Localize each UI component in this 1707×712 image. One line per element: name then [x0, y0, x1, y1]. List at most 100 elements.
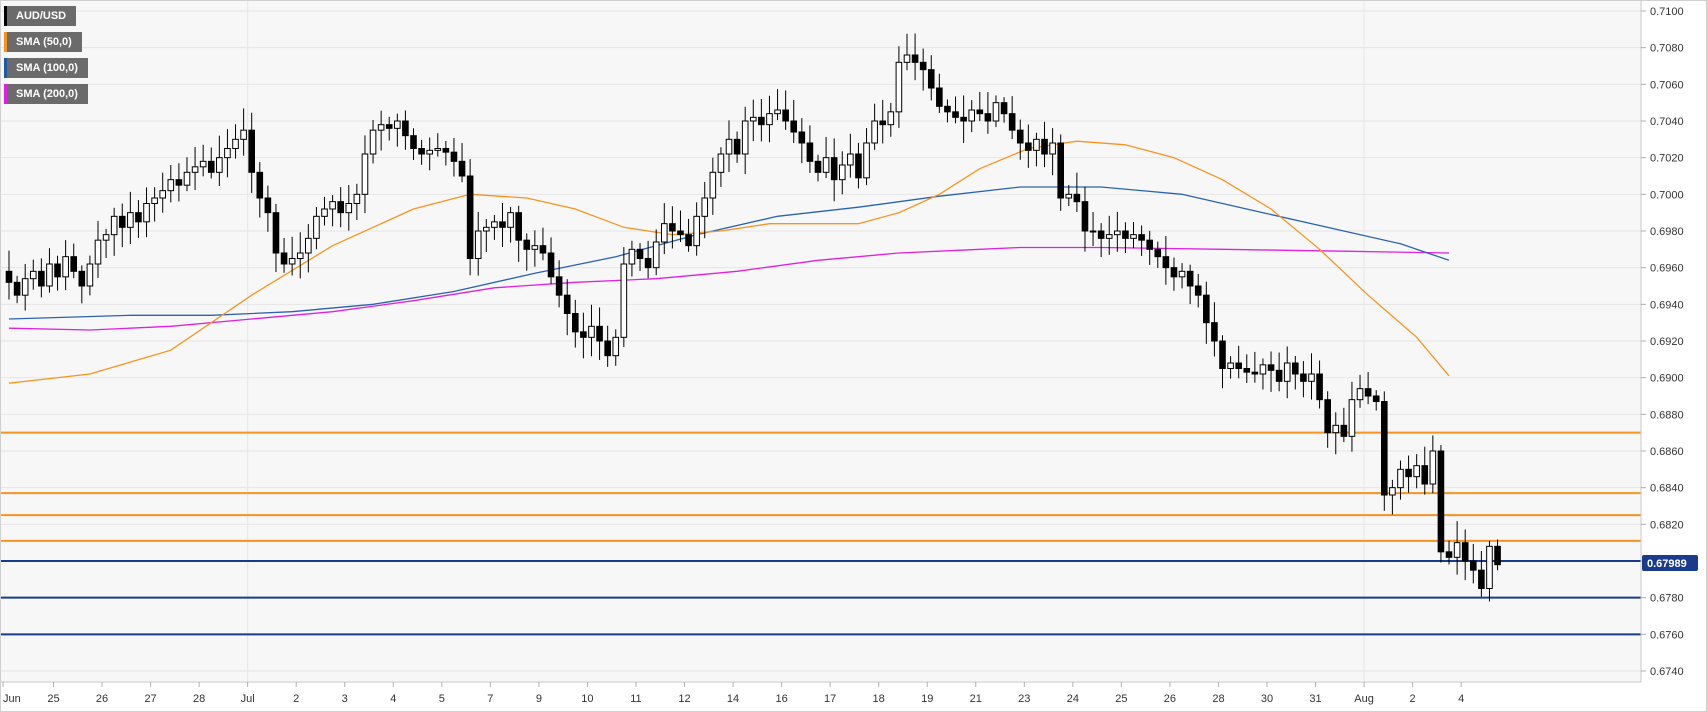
- bearish-candle: [1008, 96, 1016, 140]
- candle-body: [984, 113, 992, 122]
- candle-body: [118, 215, 126, 228]
- x-tick-label: 11: [630, 693, 641, 705]
- candle-body: [1114, 230, 1121, 236]
- candle-body: [385, 124, 393, 129]
- legend-item-sma100[interactable]: SMA (100,0): [4, 58, 88, 78]
- candle-body: [1461, 542, 1469, 562]
- candle-body: [709, 171, 717, 199]
- candle-body: [895, 61, 903, 113]
- bullish-candle: [474, 211, 482, 276]
- bearish-candle: [499, 202, 506, 248]
- bearish-candle: [1316, 360, 1323, 409]
- candle-body: [830, 157, 838, 181]
- candle-body: [1300, 373, 1307, 382]
- bullish-candle: [660, 203, 668, 255]
- y-tick-label: 0.7020: [1650, 153, 1684, 165]
- candle-body: [5, 270, 13, 283]
- bearish-candle: [806, 125, 814, 173]
- candle-body: [434, 148, 442, 151]
- candle-body: [733, 138, 741, 155]
- bearish-candle: [1170, 257, 1178, 291]
- bearish-candle: [1300, 361, 1307, 398]
- bullish-candle: [822, 136, 830, 179]
- candle-body: [782, 109, 789, 122]
- candle-body: [1097, 230, 1105, 239]
- candle-body: [968, 109, 976, 122]
- x-tick-label: 30: [1261, 693, 1273, 705]
- x-tick-label: 27: [144, 693, 156, 705]
- candle-body: [952, 111, 959, 118]
- bullish-candle: [1453, 521, 1461, 575]
- x-tick-label: 26: [96, 693, 108, 705]
- bearish-candle: [1073, 172, 1081, 212]
- candle-body: [1235, 362, 1242, 369]
- candle-body: [547, 252, 555, 278]
- candle-body: [491, 221, 498, 228]
- bearish-candle: [5, 250, 13, 300]
- candle-body: [167, 179, 175, 192]
- bearish-candle: [976, 91, 984, 122]
- candle-body: [1049, 142, 1056, 155]
- candle-body: [539, 245, 547, 254]
- x-axis: Jun 25 26 27 28 Jul 2 3 4 5 7 9 10 11 12 14 16 17 18 19 21 23…: [2, 682, 1464, 705]
- candle-body: [402, 120, 409, 137]
- candle-body: [38, 270, 45, 287]
- candle-body: [450, 151, 458, 162]
- candle-body: [216, 157, 223, 173]
- bullish-candle: [232, 124, 239, 159]
- y-tick-label: 0.7040: [1650, 116, 1684, 128]
- x-tick-label: 4: [1458, 693, 1464, 705]
- legend-item-sma200[interactable]: SMA (200,0): [4, 84, 88, 104]
- candle-body: [458, 160, 466, 177]
- candle-body: [531, 245, 539, 250]
- bearish-candle: [135, 200, 142, 238]
- bullish-candle: [491, 214, 498, 240]
- candle-body: [1283, 362, 1291, 382]
- candle-body: [86, 263, 94, 287]
- x-tick-label: 17: [824, 693, 836, 705]
- legend-item-audusd[interactable]: AUD/USD: [4, 6, 77, 26]
- candle-body: [1000, 102, 1008, 115]
- candle-body: [280, 252, 288, 265]
- candle-body: [474, 230, 482, 259]
- bearish-candle: [256, 162, 264, 218]
- bearish-candle: [1405, 455, 1412, 493]
- candle-body: [1211, 322, 1218, 342]
- x-tick-label: 28: [193, 693, 205, 705]
- candle-body: [29, 270, 37, 280]
- candle-body: [1219, 340, 1226, 369]
- bearish-candle: [337, 187, 344, 228]
- candle-body: [612, 336, 620, 357]
- x-tick-label: 28: [1212, 693, 1224, 705]
- candle-body: [1324, 399, 1331, 434]
- bullish-candle: [1429, 435, 1437, 494]
- candle-body: [369, 129, 377, 155]
- bullish-candle: [749, 99, 757, 142]
- candle-body: [911, 54, 919, 63]
- bullish-candle: [305, 224, 312, 273]
- y-tick-label: 0.6940: [1650, 299, 1684, 311]
- candle-body: [596, 325, 603, 342]
- last-price-badge-label: 0.67989: [1647, 558, 1687, 570]
- bearish-candle: [1025, 124, 1032, 168]
- candle-body: [1130, 234, 1137, 239]
- bullish-candle: [377, 110, 385, 151]
- legend-item-sma50[interactable]: SMA (50,0): [4, 32, 82, 52]
- bullish-candle: [1413, 454, 1420, 489]
- bearish-candle: [280, 237, 288, 273]
- candle-body: [143, 203, 150, 223]
- bullish-candle: [652, 229, 660, 276]
- candle-body: [919, 61, 927, 71]
- candle-body: [1486, 545, 1493, 589]
- x-tick-label: Jul: [241, 693, 255, 705]
- candle-body: [847, 153, 854, 166]
- candle-body: [1364, 388, 1372, 397]
- bullish-candle: [871, 103, 878, 150]
- x-tick-label: 2: [1410, 693, 1416, 705]
- candle-body: [1437, 450, 1445, 553]
- bearish-candle: [596, 307, 603, 360]
- candle-body: [1453, 542, 1461, 558]
- candle-body: [313, 215, 320, 239]
- candle-body: [515, 212, 522, 241]
- bearish-candle: [1437, 445, 1445, 563]
